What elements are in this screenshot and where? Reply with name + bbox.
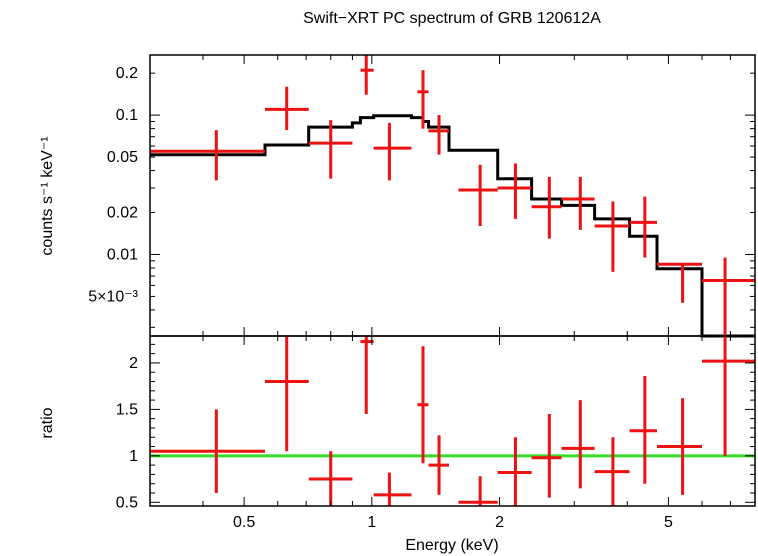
ratio-point bbox=[701, 336, 755, 456]
data-point bbox=[656, 262, 702, 303]
chart-title: Swift−XRT PC spectrum of GRB 120612A bbox=[303, 10, 601, 27]
ratio-point bbox=[561, 400, 595, 489]
y-tick-label: 0.02 bbox=[107, 205, 138, 222]
bottom-y-axis-label: ratio bbox=[39, 407, 56, 438]
data-point bbox=[373, 122, 412, 181]
bottom-plot-frame bbox=[149, 335, 756, 507]
ratio-point bbox=[497, 437, 532, 506]
data-point bbox=[458, 164, 498, 227]
x-tick-label: 1 bbox=[367, 514, 376, 531]
x-tick-label: 2 bbox=[495, 514, 504, 531]
x-tick-label: 5 bbox=[664, 514, 673, 531]
ratio-point bbox=[360, 336, 374, 415]
data-point bbox=[497, 163, 532, 219]
model-step-line bbox=[150, 114, 755, 338]
x-axis-label: Energy (keV) bbox=[405, 537, 498, 554]
y-tick-label: 0.2 bbox=[116, 65, 138, 82]
ratio-point bbox=[150, 409, 266, 493]
ratio-point bbox=[265, 336, 309, 452]
ratio-point bbox=[594, 437, 630, 506]
data-point bbox=[360, 55, 374, 95]
y-tick-label: 2 bbox=[129, 355, 138, 372]
data-point bbox=[594, 201, 630, 272]
data-point bbox=[417, 70, 429, 129]
ratio-point bbox=[656, 398, 702, 495]
top-y-axis-label: counts s⁻¹ keV⁻¹ bbox=[39, 136, 56, 255]
top-plot-frame bbox=[149, 54, 756, 337]
ratio-point bbox=[373, 472, 412, 506]
data-point bbox=[531, 176, 562, 239]
spectrum-panel: counts s⁻¹ keV⁻¹ 0.2 0.1 0.05 0.02 0.01 5×10⁻… bbox=[39, 54, 756, 338]
x-tick-label: 0.5 bbox=[233, 514, 255, 531]
ratio-point bbox=[417, 346, 429, 464]
y-tick-label: 1 bbox=[129, 448, 138, 465]
y-tick-label: 5×10⁻³ bbox=[88, 288, 138, 305]
data-point bbox=[428, 115, 449, 155]
data-point bbox=[629, 196, 657, 258]
ratio-point bbox=[308, 451, 353, 506]
data-point bbox=[150, 130, 266, 181]
ratio-point bbox=[428, 435, 449, 495]
y-tick-label: 0.01 bbox=[107, 246, 138, 263]
y-tick-label: 0.5 bbox=[116, 494, 138, 511]
data-point bbox=[308, 120, 353, 179]
data-point bbox=[701, 257, 755, 336]
y-tick-label: 1.5 bbox=[116, 401, 138, 418]
data-point bbox=[265, 86, 309, 131]
ratio-point bbox=[531, 414, 562, 498]
ratio-panel: ratio 0.5 1 1.5 2 0.5 1 2 5 Energy (keV) bbox=[39, 335, 756, 554]
ratio-point bbox=[629, 375, 657, 484]
ratio-point bbox=[458, 476, 498, 506]
data-point bbox=[561, 176, 595, 230]
y-tick-label: 0.1 bbox=[116, 107, 138, 124]
y-tick-label: 0.05 bbox=[107, 149, 138, 166]
